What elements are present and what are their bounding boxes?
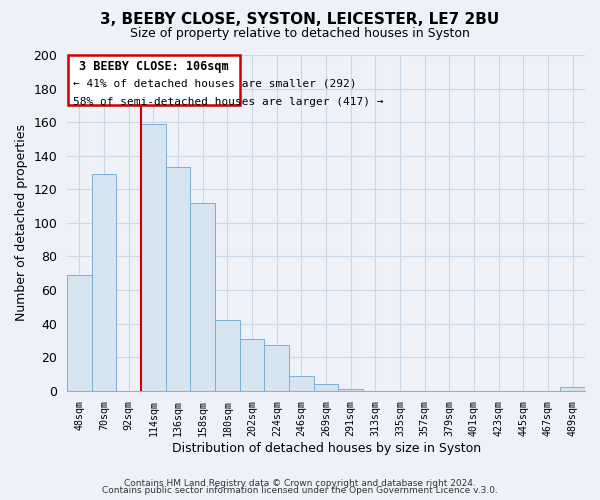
Bar [560, 388, 585, 390]
Text: Contains public sector information licensed under the Open Government Licence v.: Contains public sector information licen… [102, 486, 498, 495]
Text: ← 41% of detached houses are smaller (292): ← 41% of detached houses are smaller (29… [73, 78, 357, 88]
Text: 3 BEEBY CLOSE: 106sqm: 3 BEEBY CLOSE: 106sqm [79, 60, 229, 73]
Y-axis label: Number of detached properties: Number of detached properties [15, 124, 28, 322]
Text: 58% of semi-detached houses are larger (417) →: 58% of semi-detached houses are larger (… [73, 97, 384, 107]
Bar [166, 168, 190, 390]
Bar [215, 320, 240, 390]
X-axis label: Distribution of detached houses by size in Syston: Distribution of detached houses by size … [172, 442, 481, 455]
Text: 3, BEEBY CLOSE, SYSTON, LEICESTER, LE7 2BU: 3, BEEBY CLOSE, SYSTON, LEICESTER, LE7 2… [100, 12, 500, 28]
Bar [141, 124, 166, 390]
Bar [67, 275, 92, 390]
Text: Contains HM Land Registry data © Crown copyright and database right 2024.: Contains HM Land Registry data © Crown c… [124, 478, 476, 488]
Bar [289, 376, 314, 390]
Bar [190, 202, 215, 390]
Bar [338, 389, 363, 390]
Bar [314, 384, 338, 390]
Bar [265, 346, 289, 391]
Text: Size of property relative to detached houses in Syston: Size of property relative to detached ho… [130, 28, 470, 40]
Bar [240, 338, 265, 390]
FancyBboxPatch shape [68, 55, 240, 106]
Bar [92, 174, 116, 390]
